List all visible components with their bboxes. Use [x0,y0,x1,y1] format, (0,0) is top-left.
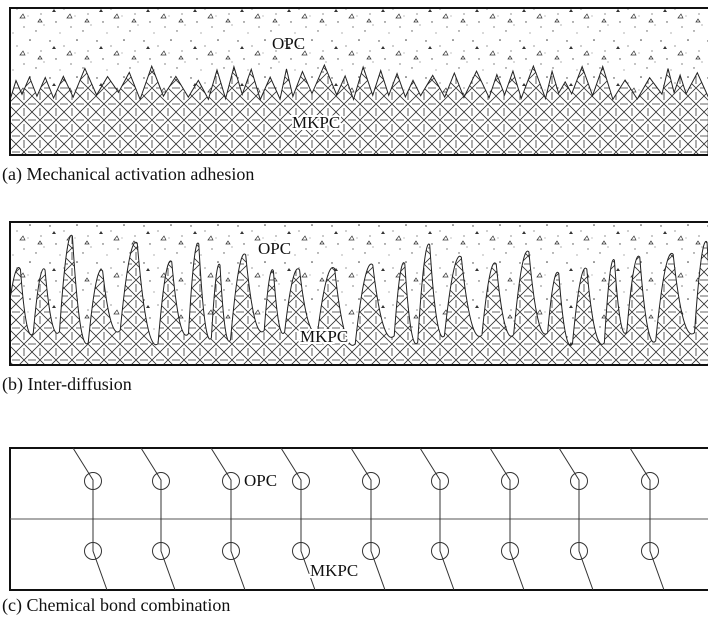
atom [570,542,588,560]
bond [280,447,316,591]
atom [84,542,102,560]
mkpc-label: MKPC [300,327,348,346]
opc-label: OPC [244,471,277,490]
bond [419,447,455,591]
atom [152,472,170,490]
mkpc-label: MKPC [292,113,340,132]
bond [629,447,665,591]
atom [292,542,310,560]
atom [222,472,240,490]
atom [84,472,102,490]
atom [431,472,449,490]
caption: (a) Mechanical activation adhesion [2,164,254,185]
bond [210,447,246,591]
caption: (b) Inter-diffusion [2,374,132,395]
panel-a [9,7,708,156]
atom [292,472,310,490]
bond [558,447,594,591]
atom [641,472,659,490]
bond [72,447,108,591]
atom [501,542,519,560]
atom [362,472,380,490]
mkpc-region [9,63,708,156]
frame [9,221,708,366]
bond [350,447,386,591]
opc-label: OPC [272,34,305,53]
atom [152,542,170,560]
bond [140,447,176,591]
atom [362,542,380,560]
frame [9,7,708,156]
mkpc-region [9,234,708,366]
atom [641,542,659,560]
atom [431,542,449,560]
opc-label: OPC [258,239,291,258]
panel-c [9,447,708,591]
mkpc-label: MKPC [310,561,358,580]
atom [501,472,519,490]
atom [222,542,240,560]
atom [570,472,588,490]
panel-b [9,221,708,366]
bond [489,447,525,591]
caption: (c) Chemical bond combination [2,595,230,616]
